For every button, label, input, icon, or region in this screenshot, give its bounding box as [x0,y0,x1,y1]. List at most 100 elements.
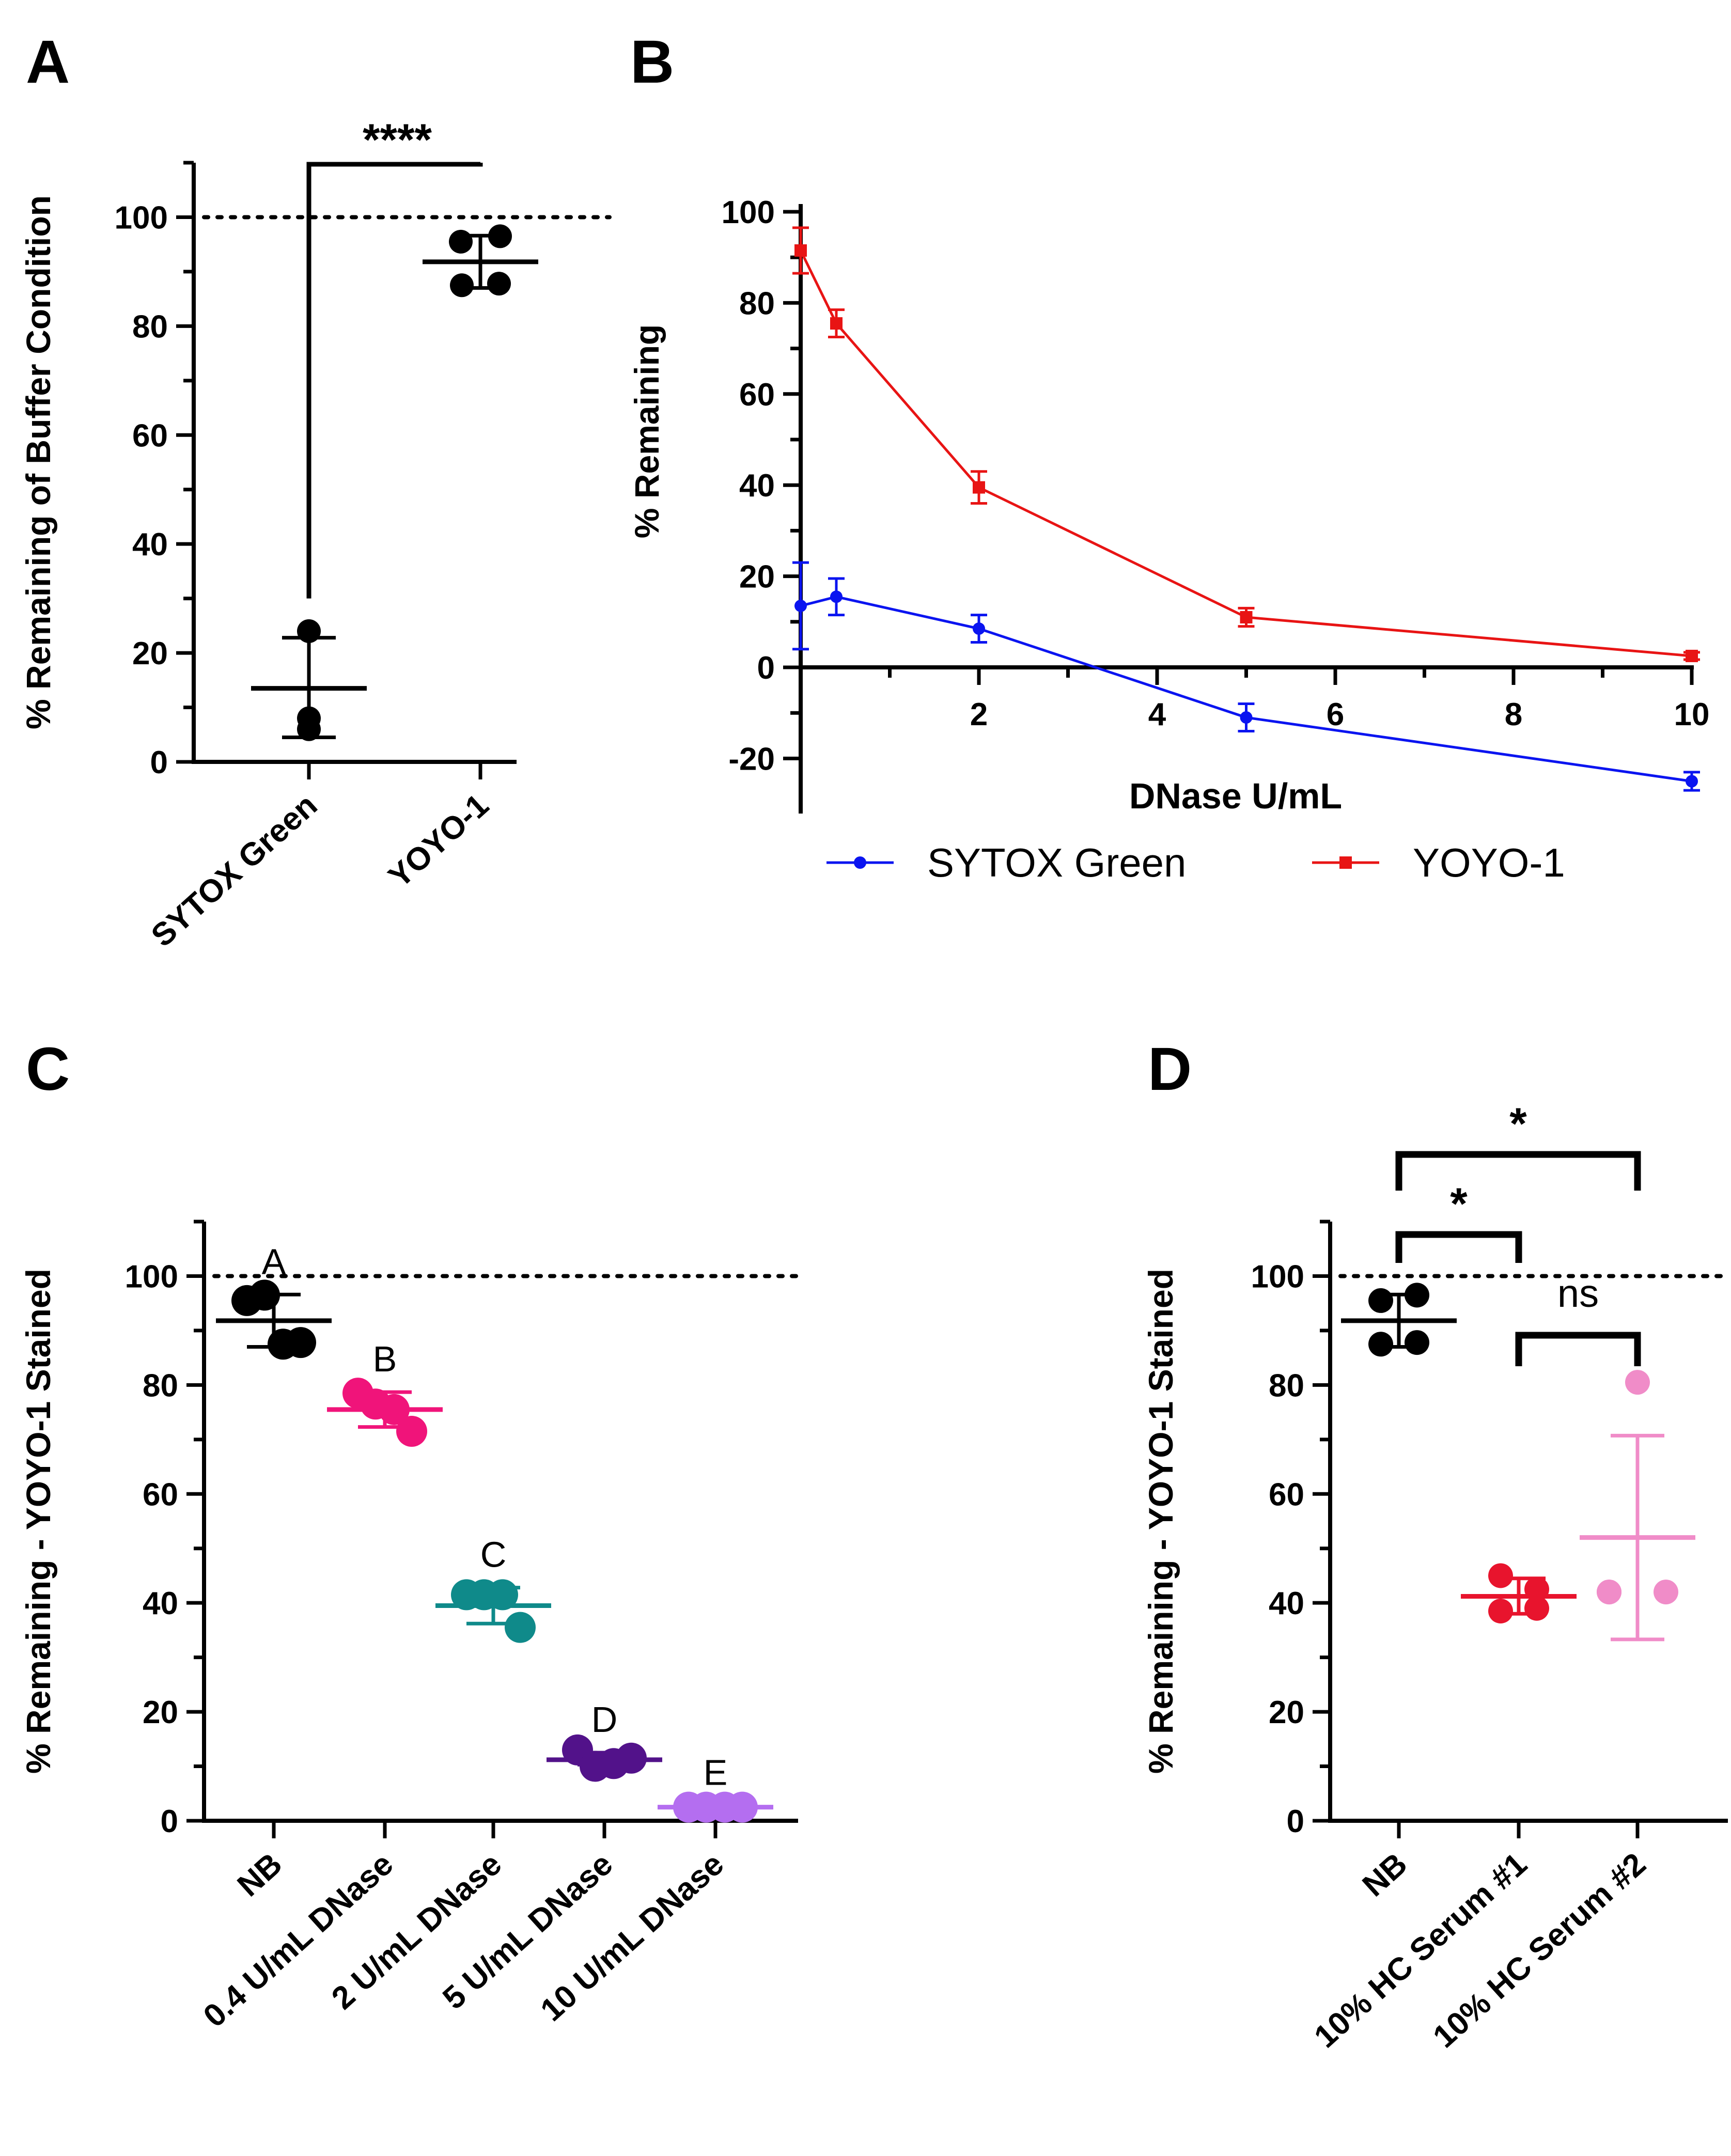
panel-letter: D [1148,1035,1192,1103]
y-tick-label: 80 [739,286,775,321]
data-point [487,272,511,296]
series-yoyo-1 [792,226,1700,662]
y-axis-label: % Remaining - YOYO-1 Stained [1142,1269,1180,1774]
group-letter: D [591,1699,618,1740]
x-tick-label: 10 [1674,697,1710,732]
y-tick-label: 80 [132,309,168,345]
data-point [450,273,474,298]
group-0 [251,619,367,741]
significance-label: * [1450,1179,1468,1229]
panel-b: B -20 0 20 40 60 80 100 2 4 6 8 10 % Remaining DNase U… [628,28,1709,885]
x-tick-label: 2 [970,697,988,732]
group-1 [1461,1563,1577,1623]
significance-label: **** [363,115,432,165]
bracket-nb-serum1 [1395,1231,1522,1263]
group-1: B [327,1339,443,1447]
data-point [1240,711,1253,724]
legend-marker [854,856,866,869]
group-3: D [547,1699,662,1782]
y-tick-label: 40 [739,468,775,504]
y-tick-label: 20 [739,559,775,595]
y-tick-label: 0 [161,1804,178,1839]
significance-label: ns [1557,1272,1599,1316]
y-tick-label: 0 [1287,1804,1304,1839]
bracket-nb-serum2 [1395,1151,1641,1191]
data-point [1686,649,1698,662]
data-point [449,229,473,254]
data-point [1405,1283,1429,1308]
x-tick-label: 8 [1505,697,1522,732]
y-axis-label: % Remaining [628,324,666,538]
legend-label: YOYO-1 [1413,840,1565,885]
y-tick-label: 100 [722,195,775,230]
data-point [794,599,807,612]
data-point [973,622,985,635]
data-point [487,1579,518,1611]
data-point [1405,1330,1429,1355]
y-tick-label: 0 [757,650,775,686]
y-tick-label: 0 [150,745,168,780]
panel-letter: C [26,1035,70,1103]
data-point [1240,611,1253,623]
data-point [1686,775,1698,788]
legend-marker [1339,856,1352,869]
group-letter: E [704,1752,728,1792]
y-tick-label: 60 [132,418,168,454]
data-point [1368,1332,1393,1357]
group-0: A [216,1241,332,1360]
y-tick-label: 60 [143,1477,178,1512]
group-1 [423,224,538,298]
y-tick-label: 80 [1269,1368,1304,1403]
group-letter: A [262,1241,286,1282]
data-point [396,1416,427,1447]
y-tick-label: 80 [143,1368,178,1403]
y-tick-label: 40 [1269,1586,1304,1621]
data-point [1488,1599,1513,1623]
y-tick-label: 100 [1251,1259,1304,1294]
y-tick-label: 20 [143,1695,178,1730]
y-tick-label: 60 [1269,1477,1304,1512]
legend: SYTOX Green YOYO-1 [826,840,1565,885]
group-letter: B [373,1339,397,1379]
bracket-serum1-serum2 [1515,1332,1641,1366]
data-point [794,244,807,257]
data-point [1488,1563,1513,1588]
group-2: C [435,1535,551,1643]
data-point [1524,1596,1549,1621]
data-point [830,590,843,603]
group-2 [1580,1370,1695,1642]
panel-letter: A [26,28,70,96]
y-tick-label: 40 [132,527,168,563]
data-point [285,1327,316,1358]
y-tick-label: 20 [1269,1695,1304,1730]
data-point [505,1612,536,1643]
y-tick-label: 100 [125,1259,178,1294]
group-4: E [658,1752,773,1823]
y-tick-label: 100 [115,200,168,236]
data-point [488,224,512,248]
data-point [1654,1580,1678,1605]
x-tick-label: 6 [1327,697,1344,732]
data-point [1597,1580,1621,1605]
group-0 [1341,1283,1457,1357]
data-point [830,317,843,330]
y-tick-label: 40 [143,1586,178,1621]
panel-letter: B [630,28,674,96]
data-point [297,619,321,643]
x-axis-label: DNase U/mL [1129,776,1342,816]
significance-label: * [1509,1099,1527,1149]
y-tick-label: 60 [739,377,775,413]
group-letter: C [480,1535,507,1575]
y-tick-label: 20 [132,636,168,671]
significance-bracket [306,162,483,599]
series-sytox-green [792,561,1700,792]
data-point [249,1279,280,1311]
data-point [1625,1370,1650,1395]
y-tick-label: -20 [728,741,775,777]
y-axis-label: % Remaining of Buffer Condition [19,195,57,729]
y-axis-label: % Remaining - YOYO-1 Stained [19,1269,57,1774]
legend-label: SYTOX Green [927,840,1186,885]
x-tick-label: 4 [1148,697,1166,732]
